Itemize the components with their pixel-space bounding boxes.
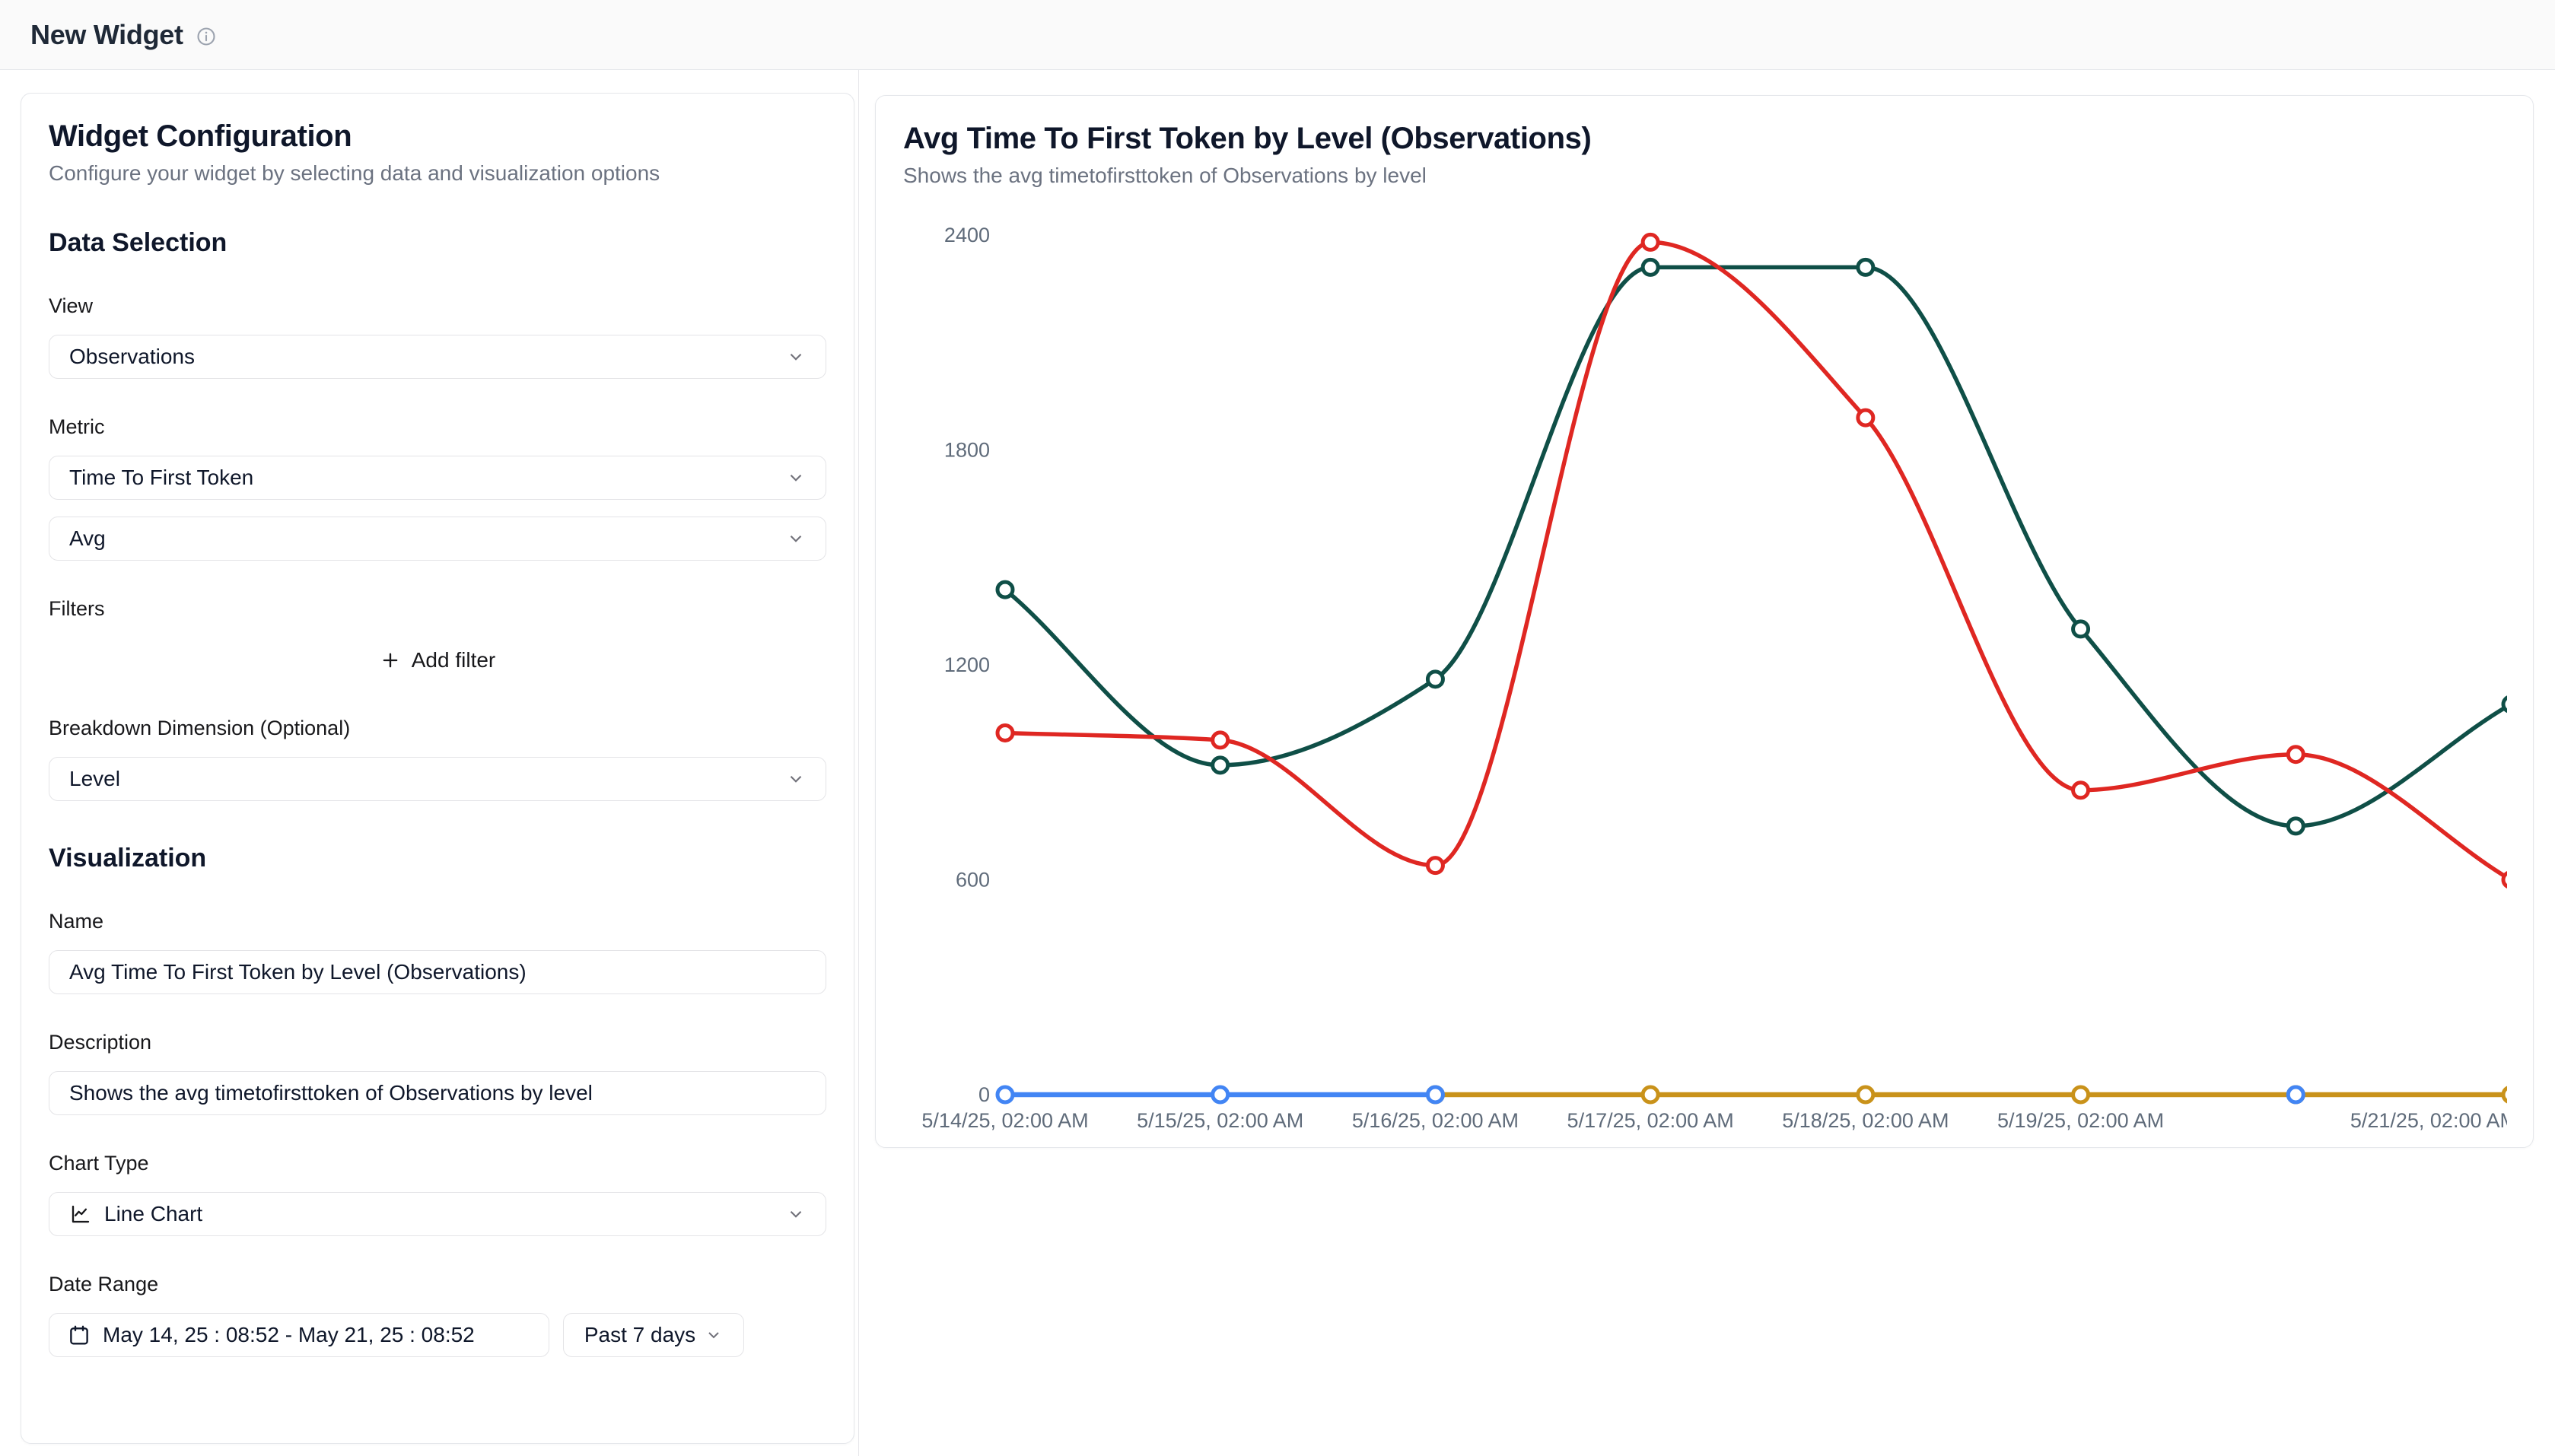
data-point-red-line[interactable] (2071, 780, 2091, 800)
view-select-value: Observations (69, 345, 195, 368)
x-axis-tick-label: 5/19/25, 02:00 AM (1997, 1109, 2164, 1132)
metric-label: Metric (49, 415, 105, 438)
date-preset-button[interactable]: Past 7 days (563, 1313, 744, 1357)
data-point-red-line[interactable] (995, 723, 1015, 742)
data-point-red-line[interactable] (2501, 870, 2521, 889)
data-point-dark-teal-line[interactable] (1856, 257, 1876, 277)
chart-type-select-value: Line Chart (104, 1202, 203, 1226)
data-point-orange-zero-line[interactable] (2071, 1085, 2091, 1105)
y-axis-tick-label: 1800 (944, 439, 990, 462)
y-axis-tick-label: 0 (978, 1083, 990, 1106)
x-axis-tick-label: 5/18/25, 02:00 AM (1782, 1109, 1949, 1132)
section-visualization: Visualization (49, 844, 207, 873)
config-subtitle: Configure your widget by selecting data … (49, 161, 660, 185)
x-axis-tick-label: 5/17/25, 02:00 AM (1567, 1109, 1734, 1132)
x-axis-tick-label: 5/21/25, 02:00 AM (2350, 1109, 2507, 1132)
date-range-row: May 14, 25 : 08:52 - May 21, 25 : 08:52 … (49, 1313, 826, 1357)
data-point-blue-zero-line[interactable] (2286, 1085, 2305, 1105)
data-point-orange-zero-line[interactable] (1856, 1085, 1876, 1105)
data-point-orange-zero-line[interactable] (2501, 1085, 2521, 1105)
line-series-red-line (1003, 240, 2513, 882)
x-axis-tick-label: 5/15/25, 02:00 AM (1137, 1109, 1303, 1132)
chevron-down-icon (705, 1326, 723, 1344)
y-axis-tick-label: 600 (956, 869, 990, 892)
data-point-red-line[interactable] (1640, 232, 1660, 252)
chevron-down-icon (786, 529, 806, 548)
data-point-red-line[interactable] (1425, 856, 1445, 876)
data-point-dark-teal-line[interactable] (2286, 816, 2305, 836)
metric-select-value: Time To First Token (69, 466, 254, 489)
add-filter-row: Add filter (49, 641, 826, 680)
chevron-down-icon (786, 1204, 806, 1224)
data-point-dark-teal-line[interactable] (1211, 755, 1230, 775)
aggregation-select-value: Avg (69, 526, 106, 550)
data-point-dark-teal-line[interactable] (1640, 257, 1660, 277)
info-icon[interactable] (196, 26, 217, 47)
description-input[interactable] (49, 1071, 826, 1115)
add-filter-button[interactable]: Add filter (363, 641, 513, 680)
breakdown-select[interactable]: Level (49, 757, 826, 801)
chart-type-select[interactable]: Line Chart (49, 1192, 826, 1236)
line-series-dark-teal-line (1003, 265, 2513, 828)
x-axis-tick-label: 5/16/25, 02:00 AM (1352, 1109, 1519, 1132)
y-axis-tick-label: 1200 (944, 653, 990, 676)
date-preset-value: Past 7 days (584, 1323, 696, 1346)
config-column: Widget Configuration Configure your widg… (0, 70, 859, 1456)
data-point-dark-teal-line[interactable] (1425, 669, 1445, 689)
line-chart: 0 600 1200 1800 2400 5/14/25, 02:00 AM 5/15/25… (921, 224, 2521, 1132)
chart-card: Avg Time To First Token by Level (Observ… (875, 95, 2534, 1148)
chart-type-label: Chart Type (49, 1152, 149, 1175)
data-point-dark-teal-line[interactable] (2071, 619, 2091, 639)
name-label: Name (49, 910, 104, 933)
data-point-blue-zero-line[interactable] (995, 1085, 1015, 1105)
data-point-red-line[interactable] (2286, 745, 2305, 765)
chart-subtitle: Shows the avg timetofirsttoken of Observ… (903, 164, 1427, 187)
date-range-value: May 14, 25 : 08:52 - May 21, 25 : 08:52 (103, 1323, 475, 1346)
date-range-button[interactable]: May 14, 25 : 08:52 - May 21, 25 : 08:52 (49, 1313, 549, 1357)
calendar-icon (68, 1324, 91, 1346)
chart-title: Avg Time To First Token by Level (Observ… (903, 122, 1592, 155)
name-input[interactable] (49, 950, 826, 994)
data-point-red-line[interactable] (1856, 408, 1876, 428)
data-point-dark-teal-line[interactable] (2501, 695, 2521, 714)
filters-label: Filters (49, 597, 105, 620)
config-title: Widget Configuration (49, 119, 352, 153)
widget-configuration-card: Widget Configuration Configure your widg… (21, 93, 854, 1444)
metric-select[interactable]: Time To First Token (49, 456, 826, 500)
x-axis-tick-label: 5/14/25, 02:00 AM (921, 1109, 1088, 1132)
data-point-red-line[interactable] (1211, 730, 1230, 750)
chevron-down-icon (786, 769, 806, 789)
line-chart-icon (69, 1203, 92, 1226)
add-filter-label: Add filter (411, 648, 496, 672)
data-point-blue-zero-line[interactable] (1211, 1085, 1230, 1105)
data-point-dark-teal-line[interactable] (995, 580, 1015, 599)
page-title: New Widget (30, 18, 183, 50)
y-axis-tick-label: 2400 (944, 224, 990, 246)
data-point-orange-zero-line[interactable] (1640, 1085, 1660, 1105)
chevron-down-icon (786, 347, 806, 367)
description-label: Description (49, 1031, 152, 1054)
data-point-blue-zero-line[interactable] (1425, 1085, 1445, 1105)
view-select[interactable]: Observations (49, 335, 826, 379)
breakdown-label: Breakdown Dimension (Optional) (49, 717, 351, 739)
breakdown-select-value: Level (69, 767, 120, 790)
view-label: View (49, 294, 94, 317)
preview-column: Avg Time To First Token by Level (Observ… (859, 70, 2555, 1456)
chevron-down-icon (786, 468, 806, 488)
section-data-selection: Data Selection (49, 228, 228, 257)
aggregation-select[interactable]: Avg (49, 517, 826, 561)
date-range-label: Date Range (49, 1273, 159, 1295)
topbar: New Widget (0, 0, 2555, 70)
chart-area: 0 600 1200 1800 2400 5/14/25, 02:00 AM 5/15/25… (903, 205, 2521, 1144)
plus-icon (380, 650, 401, 671)
